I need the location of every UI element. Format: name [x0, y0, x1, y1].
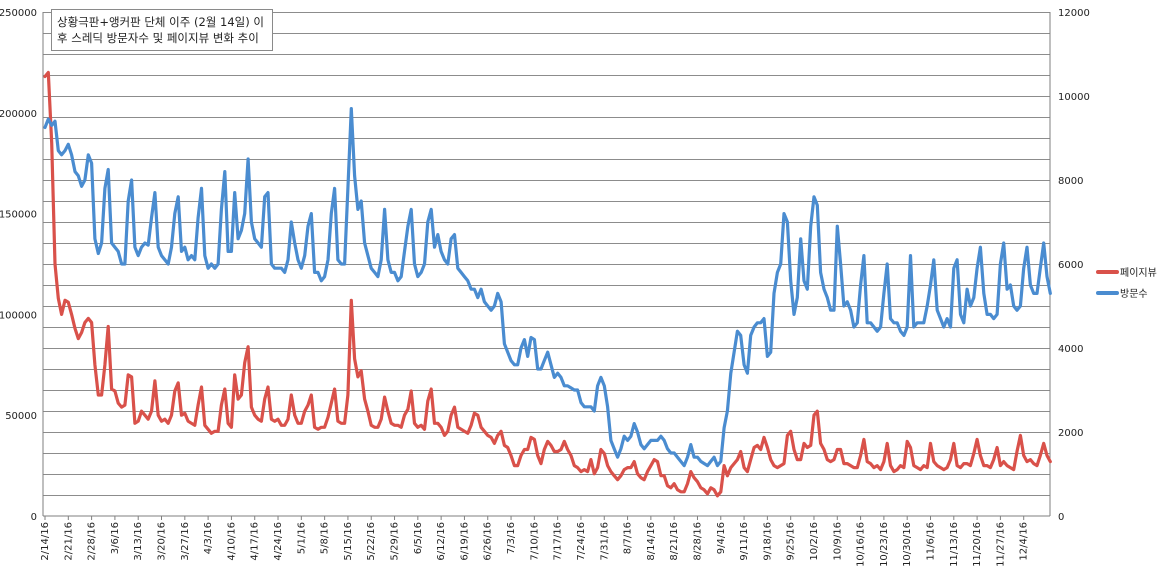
series-lines [43, 70, 1052, 498]
x-tick-label: 7/31/16 [599, 522, 610, 561]
series-line-visits [43, 106, 1052, 468]
x-tick-label: 7/3/16 [506, 522, 517, 554]
x-tick-label: 7/17/16 [553, 522, 564, 561]
x-tick-label: 4/24/16 [273, 522, 284, 561]
x-tick-label: 4/17/16 [250, 522, 261, 561]
legend-label-visits: 방문수 [1120, 288, 1148, 300]
x-tick-label: 11/20/16 [972, 522, 983, 567]
x-tick-label: 5/29/16 [390, 522, 401, 561]
gridlines [43, 12, 1050, 496]
x-tick-label: 10/16/16 [856, 522, 867, 567]
x-tick-label: 8/21/16 [669, 522, 680, 561]
x-tick-label: 5/8/16 [320, 522, 331, 554]
x-tick-label: 11/6/16 [925, 522, 936, 561]
left-tick-label: 200000 [0, 109, 37, 120]
x-tick-label: 9/18/16 [762, 522, 773, 561]
legend-label-pageview: 페이지뷰 [1120, 267, 1157, 279]
x-tick-label: 9/4/16 [716, 522, 727, 554]
x-tick-label: 7/24/16 [576, 522, 587, 561]
x-tick-label: 9/11/16 [739, 522, 750, 561]
x-tick-label: 3/6/16 [110, 522, 121, 554]
x-tick-label: 8/14/16 [646, 522, 657, 561]
x-tick-label: 8/7/16 [623, 522, 634, 554]
x-tick-label: 6/26/16 [483, 522, 494, 561]
left-axis-tick-labels: 0 50000 100000 150000 200000 250000 [0, 8, 37, 523]
x-tick-label: 10/9/16 [832, 522, 843, 561]
left-tick-label: 0 [31, 512, 37, 523]
x-tick-label: 5/1/16 [296, 522, 307, 554]
x-tick-label: 2/28/16 [87, 522, 98, 561]
right-tick-label: 12000 [1058, 8, 1090, 19]
x-tick-label: 5/15/16 [343, 522, 354, 561]
x-tick-label: 4/10/16 [226, 522, 237, 561]
right-tick-label: 10000 [1058, 92, 1090, 103]
x-tick-label: 10/2/16 [809, 522, 820, 561]
x-tick-label: 3/20/16 [157, 522, 168, 561]
right-tick-label: 8000 [1058, 176, 1083, 187]
right-axis-tick-labels: 0 2000 4000 6000 8000 10000 12000 [1058, 8, 1090, 523]
left-tick-label: 100000 [0, 310, 37, 321]
left-tick-label: 150000 [0, 210, 37, 221]
x-tick-label: 6/12/16 [436, 522, 447, 561]
x-tick-label: 10/23/16 [879, 522, 890, 567]
x-tick-label: 8/28/16 [692, 522, 703, 561]
x-tick-label: 2/14/16 [40, 522, 51, 561]
left-tick-label: 50000 [5, 411, 37, 422]
x-tick-label: 7/10/16 [529, 522, 540, 561]
x-tick-label: 5/22/16 [366, 522, 377, 561]
x-tick-label: 11/13/16 [949, 522, 960, 567]
x-tick-label: 10/30/16 [902, 522, 913, 567]
x-tick-label: 6/5/16 [413, 522, 424, 554]
right-tick-label: 0 [1058, 512, 1064, 523]
right-tick-label: 2000 [1058, 428, 1083, 439]
x-tick-label: 2/21/16 [63, 522, 74, 561]
x-tick-label: 6/19/16 [459, 522, 470, 561]
chart-title: 상황극판+앵커판 단체 이주 (2월 14일) 이후 스레딕 방문자수 및 페이… [51, 9, 273, 51]
x-tick-label: 3/27/16 [180, 522, 191, 561]
x-tick-label: 3/13/16 [133, 522, 144, 561]
x-tick-label: 4/3/16 [203, 522, 214, 554]
right-tick-label: 6000 [1058, 260, 1083, 271]
left-tick-label: 250000 [0, 8, 37, 19]
legend: 페이지뷰 방문수 [1096, 267, 1157, 300]
series-line-pageview [43, 70, 1052, 498]
x-tick-label: 11/27/16 [995, 522, 1006, 567]
x-tick-label: 12/4/16 [1019, 522, 1030, 561]
x-tick-label: 9/25/16 [786, 522, 797, 561]
x-axis-tick-labels: 2/14/16 2/21/16 2/28/16 3/6/16 3/13/16 3/20/1… [40, 522, 1030, 567]
x-axis-ticks [44, 516, 1025, 520]
right-tick-label: 4000 [1058, 344, 1083, 355]
